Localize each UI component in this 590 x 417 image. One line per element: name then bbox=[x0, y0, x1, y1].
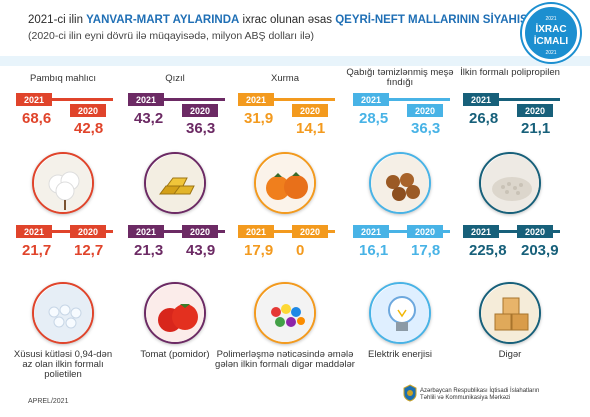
value-track bbox=[18, 98, 113, 101]
value-track bbox=[465, 230, 560, 233]
product-card: Pambıq mahlıcı 2021 68,6 2020 42,8 bbox=[8, 68, 118, 218]
hazelnut-icon bbox=[369, 152, 431, 214]
year-2020-tag: 2020 bbox=[182, 225, 218, 238]
product-name: Digər bbox=[498, 349, 522, 360]
value-2020: 36,3 bbox=[411, 120, 441, 137]
product-name: Qızıl bbox=[165, 73, 185, 84]
value-track bbox=[130, 230, 225, 233]
state-emblem-icon bbox=[403, 384, 417, 402]
product-card: Qızıl 2021 43,2 2020 36,3 bbox=[120, 68, 230, 218]
product-name: İlkin formalı polipropilen bbox=[460, 67, 560, 78]
product-card: Digər 2021 225,8 2020 203,9 bbox=[455, 222, 565, 372]
year-2021-tag: 2021 bbox=[238, 225, 274, 238]
product-name: Qabığı təmizlənmiş meşə fındığı bbox=[346, 67, 454, 88]
value-track bbox=[130, 98, 225, 101]
value-2021: 28,5 bbox=[359, 110, 389, 127]
product-card: Qabığı təmizlənmiş meşə fındığı 2021 28,5 2… bbox=[345, 68, 455, 218]
product-card: İlkin formalı polipropilen 2021 26,8 2020 21… bbox=[455, 68, 565, 218]
product-card: Xurma 2021 31,9 2020 14,1 bbox=[230, 68, 340, 218]
product-name: Tomat (pomidor) bbox=[140, 349, 210, 360]
value-2020: 21,1 bbox=[521, 120, 551, 137]
badge-line1: İXRAC bbox=[535, 24, 567, 35]
value-2021: 21,7 bbox=[22, 242, 52, 259]
value-2021: 16,1 bbox=[359, 242, 389, 259]
value-track bbox=[355, 230, 450, 233]
header-band bbox=[0, 56, 590, 66]
product-name: Xüsusi kütləsi 0,94-dən az olan ilkin fo… bbox=[13, 349, 113, 380]
polymer-granules-icon bbox=[254, 282, 316, 344]
value-track bbox=[465, 98, 560, 101]
gold-bars-icon bbox=[144, 152, 206, 214]
light-bulb-icon bbox=[369, 282, 431, 344]
product-name: Pambıq mahlıcı bbox=[30, 73, 96, 84]
year-2020-tag: 2020 bbox=[517, 104, 553, 117]
year-2020-tag: 2020 bbox=[517, 225, 553, 238]
product-card: Polimerləşmə nəticəsində əmələ gələn ilk… bbox=[215, 222, 355, 372]
badge-year-top: 2021 bbox=[545, 16, 557, 22]
value-track bbox=[18, 230, 113, 233]
value-2021: 225,8 bbox=[469, 242, 507, 259]
badge-line2: İCMALI bbox=[533, 36, 569, 47]
badge-year-bottom: 2021 bbox=[545, 50, 557, 56]
year-2021-tag: 2021 bbox=[128, 225, 164, 238]
title-mid: ixrac olunan əsas bbox=[239, 14, 336, 26]
product-card: Tomat (pomidor) 2021 21,3 2020 43,9 bbox=[120, 222, 230, 372]
year-2021-tag: 2021 bbox=[353, 93, 389, 106]
value-2020: 14,1 bbox=[296, 120, 326, 137]
value-2020: 36,3 bbox=[186, 120, 216, 137]
value-track bbox=[355, 98, 450, 101]
footer-org-line2: Təhlili və Kommunikasiya Mərkəzi bbox=[420, 395, 511, 401]
value-2021: 21,3 bbox=[134, 242, 164, 259]
header: 2021-ci ilin YANVAR-MART AYLARINDA ixrac… bbox=[0, 0, 590, 66]
title-main: QEYRİ-NEFT MALLARININ SİYAHISI bbox=[335, 14, 531, 26]
polyethylene-icon bbox=[32, 282, 94, 344]
title-period: YANVAR-MART AYLARINDA bbox=[86, 14, 240, 26]
year-2020-tag: 2020 bbox=[70, 104, 106, 117]
product-card: Xüsusi kütləsi 0,94-dən az olan ilkin fo… bbox=[8, 222, 118, 380]
year-2021-tag: 2021 bbox=[238, 93, 274, 106]
product-name: Xurma bbox=[271, 73, 299, 84]
year-2020-tag: 2020 bbox=[182, 104, 218, 117]
page-subtitle: (2020-ci ilin eyni dövrü ilə müqayisədə,… bbox=[28, 30, 314, 42]
year-2021-tag: 2021 bbox=[353, 225, 389, 238]
value-2020: 12,7 bbox=[74, 242, 104, 259]
tomato-icon bbox=[144, 282, 206, 344]
year-2020-tag: 2020 bbox=[407, 104, 443, 117]
footer-date: APREL/2021 bbox=[28, 398, 69, 405]
year-2021-tag: 2021 bbox=[463, 225, 499, 238]
persimmon-icon bbox=[254, 152, 316, 214]
product-name: Elektrik enerjisi bbox=[368, 349, 432, 360]
page-title: 2021-ci ilin YANVAR-MART AYLARINDA ixrac… bbox=[28, 14, 531, 26]
year-2021-tag: 2021 bbox=[16, 93, 52, 106]
value-2021: 31,9 bbox=[244, 110, 274, 127]
product-name: Polimerləşmə nəticəsində əmələ gələn ilk… bbox=[215, 349, 355, 370]
title-pre: 2021-ci ilin bbox=[28, 14, 87, 26]
value-2020: 17,8 bbox=[411, 242, 441, 259]
value-2021: 43,2 bbox=[134, 110, 164, 127]
value-track bbox=[240, 98, 335, 101]
year-2020-tag: 2020 bbox=[292, 225, 328, 238]
cotton-icon bbox=[32, 152, 94, 214]
value-2021: 17,9 bbox=[244, 242, 274, 259]
year-2020-tag: 2020 bbox=[292, 104, 328, 117]
value-2020: 43,9 bbox=[186, 242, 216, 259]
footer-organization: Azərbaycan Respublikası İqtisadi İslahat… bbox=[420, 388, 560, 402]
year-2020-tag: 2020 bbox=[407, 225, 443, 238]
year-2021-tag: 2021 bbox=[463, 93, 499, 106]
value-2020: 203,9 bbox=[521, 242, 559, 259]
cargo-boxes-icon bbox=[479, 282, 541, 344]
value-2021: 26,8 bbox=[469, 110, 499, 127]
value-2020: 0 bbox=[296, 242, 305, 259]
year-2021-tag: 2021 bbox=[16, 225, 52, 238]
footer-org-line1: Azərbaycan Respublikası İqtisadi İslahat… bbox=[420, 388, 540, 394]
year-2021-tag: 2021 bbox=[128, 93, 164, 106]
year-2020-tag: 2020 bbox=[70, 225, 106, 238]
export-review-badge: 2021 İXRAC İCMALI 2021 bbox=[522, 4, 580, 62]
value-2021: 68,6 bbox=[22, 110, 52, 127]
value-track bbox=[240, 230, 335, 233]
polypropylene-icon bbox=[479, 152, 541, 214]
value-2020: 42,8 bbox=[74, 120, 104, 137]
product-card: Elektrik enerjisi 2021 16,1 2020 17,8 bbox=[345, 222, 455, 372]
